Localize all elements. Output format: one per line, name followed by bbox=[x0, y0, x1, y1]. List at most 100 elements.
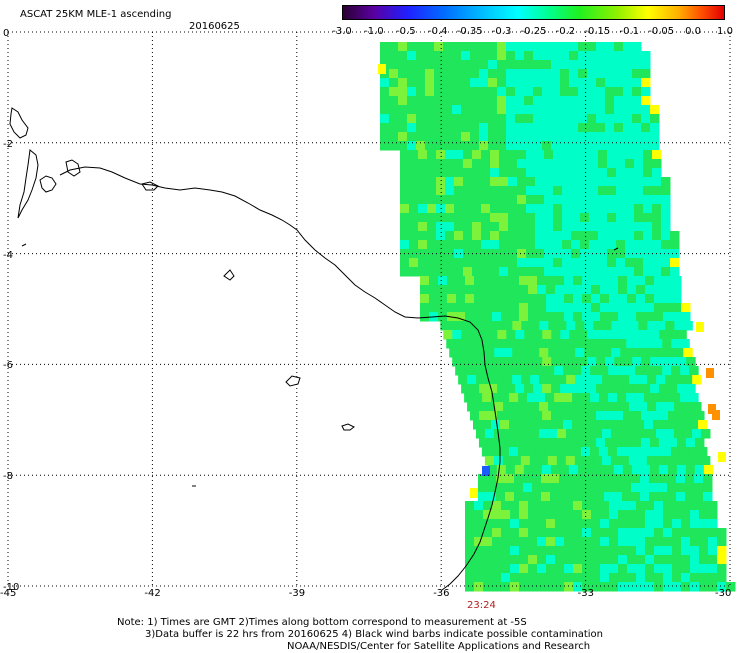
swath-cell bbox=[497, 105, 507, 115]
swath-cell bbox=[416, 69, 426, 79]
swath-cell bbox=[610, 456, 621, 466]
swath-cell bbox=[573, 285, 583, 295]
swath-cell bbox=[616, 168, 626, 178]
swath-cell bbox=[526, 168, 536, 178]
swath-cell bbox=[551, 114, 561, 124]
swath-cell bbox=[474, 555, 484, 565]
swath-cell bbox=[559, 492, 569, 502]
swath-cell bbox=[631, 438, 642, 448]
swath-cell bbox=[467, 348, 477, 358]
swath-cell bbox=[691, 456, 702, 466]
swath-cell bbox=[443, 78, 453, 88]
swath-cell bbox=[627, 303, 637, 313]
swath-cell bbox=[452, 78, 462, 88]
swath-cell bbox=[497, 411, 507, 421]
swath-cell bbox=[656, 375, 666, 385]
swath-cell bbox=[595, 465, 606, 475]
swath-cell bbox=[497, 78, 507, 88]
swath-cell bbox=[553, 258, 563, 268]
swath-cell bbox=[694, 492, 704, 502]
swath-cell bbox=[418, 186, 428, 196]
swath-cell bbox=[456, 276, 466, 286]
swath-cell bbox=[652, 150, 662, 160]
swath-cell bbox=[654, 573, 664, 583]
swath-cell bbox=[508, 258, 518, 268]
swath-cell bbox=[479, 105, 489, 115]
swath-cell bbox=[548, 348, 558, 358]
swath-cell bbox=[533, 114, 543, 124]
swath-cell bbox=[555, 510, 565, 520]
swath-cell bbox=[663, 285, 673, 295]
swath-cell bbox=[479, 42, 489, 52]
swath-cell bbox=[582, 501, 592, 511]
swath-cell bbox=[409, 258, 419, 268]
swath-cell bbox=[488, 330, 498, 340]
swath-cell bbox=[443, 114, 453, 124]
swath-cell bbox=[510, 303, 520, 313]
swath-cell bbox=[501, 294, 511, 304]
swath-cell bbox=[524, 357, 534, 367]
swath-cell bbox=[573, 573, 583, 583]
swath-cell bbox=[510, 537, 520, 547]
swath-cell bbox=[571, 231, 581, 241]
swath-cell bbox=[427, 195, 437, 205]
island-small-2 bbox=[285, 375, 301, 387]
colorbar-label: -0.5 bbox=[396, 26, 416, 37]
swath-cell bbox=[600, 276, 610, 286]
swath-cell bbox=[632, 141, 642, 151]
swath-cell bbox=[541, 474, 551, 484]
swath-cell bbox=[487, 483, 497, 493]
swath-cell bbox=[510, 519, 520, 529]
swath-cell bbox=[465, 510, 475, 520]
swath-cell bbox=[503, 321, 513, 331]
swath-cell bbox=[645, 582, 655, 592]
colorbar-label: -3.0 bbox=[332, 26, 352, 37]
swath-cell bbox=[440, 321, 450, 331]
swath-cell bbox=[590, 420, 600, 430]
map-title: ASCAT 25KM MLE-1 ascending bbox=[20, 9, 172, 20]
swath-cell bbox=[611, 348, 621, 358]
swath-cell bbox=[623, 69, 633, 79]
swath-cell bbox=[699, 573, 709, 583]
swath-cell-highlight bbox=[482, 466, 490, 476]
swath-cell bbox=[703, 492, 713, 502]
swath-cell bbox=[551, 105, 561, 115]
swath-cell bbox=[634, 195, 644, 205]
swath-cell bbox=[662, 339, 672, 349]
swath-cell bbox=[482, 339, 492, 349]
swath-cell bbox=[416, 42, 426, 52]
swath-cell bbox=[542, 96, 552, 106]
swath-cell bbox=[650, 357, 660, 367]
swath-cell bbox=[535, 240, 545, 250]
swath-cell bbox=[681, 519, 691, 529]
swath-cell bbox=[454, 267, 464, 277]
swath-cell bbox=[685, 474, 695, 484]
swath-cell bbox=[492, 528, 502, 538]
swath-cell bbox=[532, 465, 543, 475]
swath-cell bbox=[582, 573, 592, 583]
swath-cell bbox=[599, 366, 609, 376]
swath-cell bbox=[461, 330, 471, 340]
swath-cell bbox=[674, 348, 684, 358]
colorbar-label: 0.0 bbox=[685, 26, 702, 37]
swath-cell bbox=[625, 447, 636, 457]
swath-cell bbox=[499, 159, 509, 169]
swath-cell bbox=[524, 384, 534, 394]
swath-cell bbox=[622, 492, 632, 502]
swath-cell bbox=[595, 438, 606, 448]
swath-cell bbox=[551, 60, 561, 70]
swath-cell bbox=[527, 393, 537, 403]
swath-cell bbox=[618, 501, 628, 511]
swath-cell bbox=[501, 546, 511, 556]
swath-cell bbox=[505, 483, 515, 493]
swath-cell bbox=[591, 555, 601, 565]
swath-cell bbox=[465, 501, 475, 511]
swath-cell bbox=[591, 528, 601, 538]
swath-cell bbox=[598, 177, 608, 187]
swath-cell bbox=[400, 267, 410, 277]
swath-cell bbox=[556, 429, 567, 439]
swath-cell bbox=[551, 51, 561, 61]
swath-cell bbox=[527, 420, 537, 430]
swath-cell bbox=[438, 303, 448, 313]
swath-cell bbox=[461, 357, 471, 367]
